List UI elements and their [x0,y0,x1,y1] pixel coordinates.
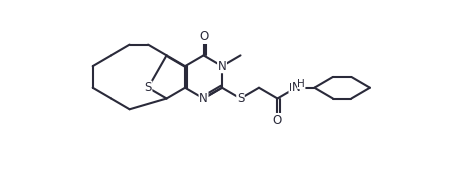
Text: H: H [289,83,297,93]
Text: H: H [298,79,305,89]
Text: O: O [273,113,282,127]
Text: N: N [292,81,300,94]
Text: S: S [144,81,152,94]
Text: N: N [217,60,227,73]
Text: N: N [199,92,208,105]
Text: O: O [199,30,208,43]
Text: S: S [237,92,244,105]
